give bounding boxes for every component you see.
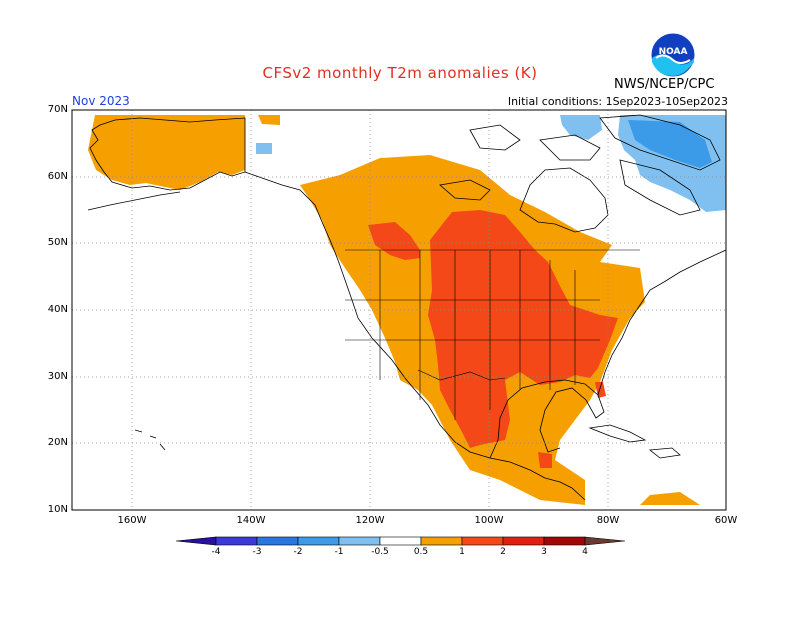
colorbar-tick: 0.5 (413, 547, 429, 557)
lon-label: 140W (236, 515, 266, 526)
lat-label: 60N (47, 171, 68, 182)
lat-label: 40N (47, 304, 68, 315)
lon-label: 80W (596, 515, 620, 526)
chart-title: CFSv2 monthly T2m anomalies (K) (262, 64, 538, 82)
lat-label: 20N (47, 437, 68, 448)
lat-label: 30N (47, 371, 68, 382)
forecast-month: Nov 2023 (72, 94, 130, 108)
initial-conditions: Initial conditions: 1Sep2023-10Sep2023 (507, 95, 728, 108)
lon-label: 120W (355, 515, 385, 526)
colorbar-tick: -1 (334, 547, 344, 557)
lon-label: 100W (474, 515, 504, 526)
lat-label: 50N (47, 237, 68, 248)
colorbar-tick: -2 (293, 547, 303, 557)
organization-label: NWS/NCEP/CPC (614, 77, 715, 92)
lat-label: 10N (47, 504, 68, 515)
lon-label: 160W (117, 515, 147, 526)
colorbar-tick: -3 (252, 547, 262, 557)
lat-lon-grid (72, 110, 726, 510)
colorbar (175, 536, 626, 546)
colorbar-tick: 4 (582, 547, 588, 557)
colorbar-tick: 3 (541, 547, 547, 557)
colorbar-tick: -4 (211, 547, 221, 557)
colorbar-tick: 2 (500, 547, 506, 557)
noaa-logo: NOAA (650, 32, 696, 78)
anomaly-warm-red (368, 210, 618, 468)
map-frame (71, 109, 727, 511)
anomaly-cool-blue (256, 115, 726, 212)
lon-label: 60W (714, 515, 738, 526)
colorbar-max-arrow (584, 536, 626, 546)
colorbar-tick: 1 (459, 547, 465, 557)
coastlines (87, 114, 726, 501)
lat-label: 70N (47, 104, 68, 115)
colorbar-min-arrow (175, 536, 217, 546)
colorbar-tick: -0.5 (371, 547, 389, 557)
svg-text:NOAA: NOAA (659, 47, 688, 57)
